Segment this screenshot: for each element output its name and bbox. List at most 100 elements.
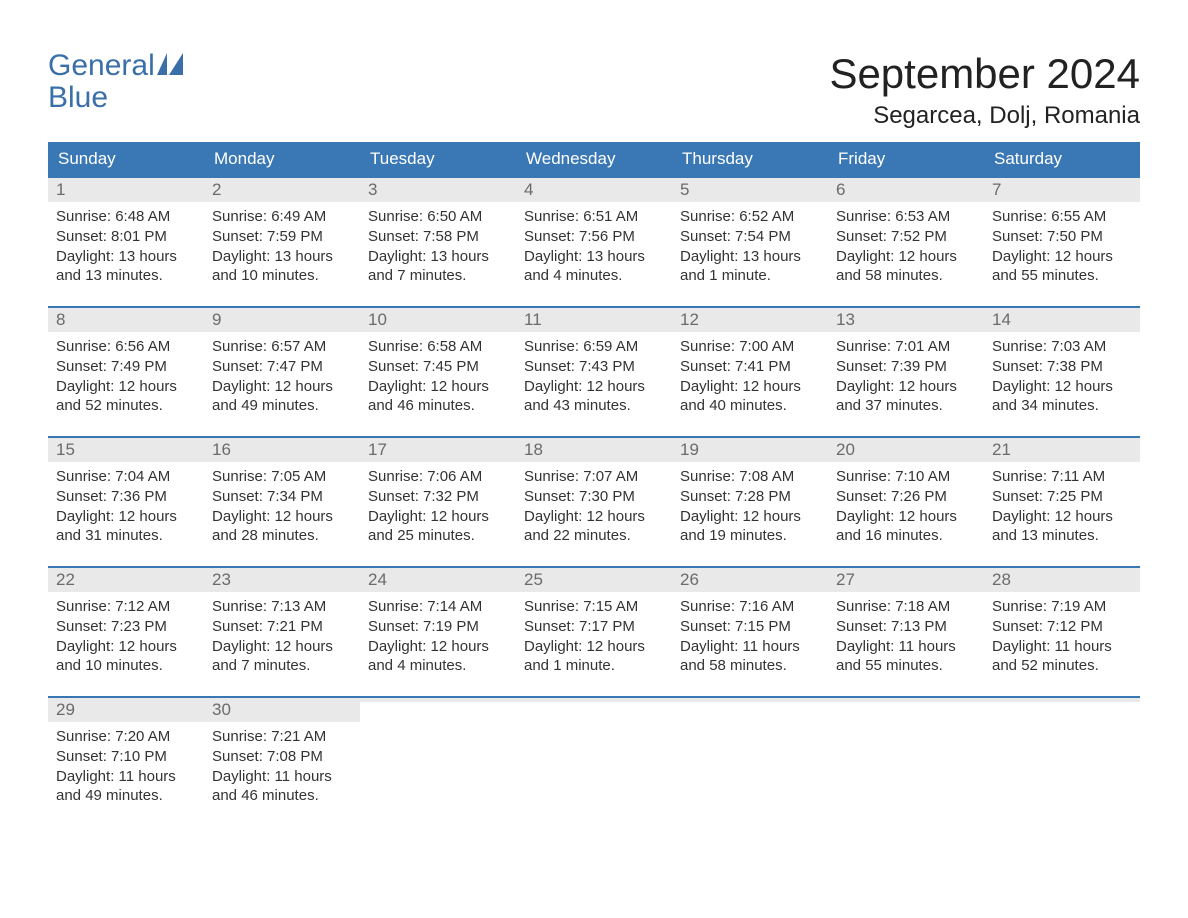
day-cell (672, 698, 828, 816)
day-number: 9 (204, 308, 360, 332)
day-body: Sunrise: 6:50 AMSunset: 7:58 PMDaylight:… (360, 202, 516, 292)
brand-line1: General (48, 50, 155, 82)
day-sunrise: Sunrise: 6:59 AM (524, 337, 664, 357)
day-sunset: Sunset: 7:50 PM (992, 227, 1132, 247)
day-body: Sunrise: 6:57 AMSunset: 7:47 PMDaylight:… (204, 332, 360, 422)
day-body: Sunrise: 6:58 AMSunset: 7:45 PMDaylight:… (360, 332, 516, 422)
day-d1: Daylight: 12 hours (56, 637, 196, 657)
day-cell: 26Sunrise: 7:16 AMSunset: 7:15 PMDayligh… (672, 568, 828, 686)
day-number: 25 (516, 568, 672, 592)
day-sunset: Sunset: 7:19 PM (368, 617, 508, 637)
day-sunset: Sunset: 7:56 PM (524, 227, 664, 247)
day-body (360, 702, 516, 713)
day-number: 16 (204, 438, 360, 462)
day-sunrise: Sunrise: 7:07 AM (524, 467, 664, 487)
day-sunrise: Sunrise: 7:15 AM (524, 597, 664, 617)
dow-friday: Friday (828, 142, 984, 176)
day-cell: 20Sunrise: 7:10 AMSunset: 7:26 PMDayligh… (828, 438, 984, 556)
day-number: 28 (984, 568, 1140, 592)
day-number: 26 (672, 568, 828, 592)
day-d2: and 4 minutes. (368, 656, 508, 676)
day-sunrise: Sunrise: 7:20 AM (56, 727, 196, 747)
day-number: 7 (984, 178, 1140, 202)
day-body: Sunrise: 6:51 AMSunset: 7:56 PMDaylight:… (516, 202, 672, 292)
day-cell: 25Sunrise: 7:15 AMSunset: 7:17 PMDayligh… (516, 568, 672, 686)
day-body: Sunrise: 7:11 AMSunset: 7:25 PMDaylight:… (984, 462, 1140, 552)
day-d2: and 13 minutes. (992, 526, 1132, 546)
dow-sunday: Sunday (48, 142, 204, 176)
day-number: 11 (516, 308, 672, 332)
day-d2: and 40 minutes. (680, 396, 820, 416)
day-d2: and 13 minutes. (56, 266, 196, 286)
day-sunrise: Sunrise: 7:04 AM (56, 467, 196, 487)
day-d2: and 7 minutes. (212, 656, 352, 676)
day-d2: and 58 minutes. (836, 266, 976, 286)
day-body: Sunrise: 7:00 AMSunset: 7:41 PMDaylight:… (672, 332, 828, 422)
day-sunrise: Sunrise: 7:16 AM (680, 597, 820, 617)
day-cell: 14Sunrise: 7:03 AMSunset: 7:38 PMDayligh… (984, 308, 1140, 426)
day-body: Sunrise: 7:14 AMSunset: 7:19 PMDaylight:… (360, 592, 516, 682)
day-body: Sunrise: 7:13 AMSunset: 7:21 PMDaylight:… (204, 592, 360, 682)
day-body: Sunrise: 7:08 AMSunset: 7:28 PMDaylight:… (672, 462, 828, 552)
day-sunset: Sunset: 7:49 PM (56, 357, 196, 377)
day-number: 3 (360, 178, 516, 202)
day-body: Sunrise: 7:19 AMSunset: 7:12 PMDaylight:… (984, 592, 1140, 682)
day-cell: 19Sunrise: 7:08 AMSunset: 7:28 PMDayligh… (672, 438, 828, 556)
day-d2: and 34 minutes. (992, 396, 1132, 416)
day-d1: Daylight: 12 hours (680, 377, 820, 397)
day-d1: Daylight: 13 hours (524, 247, 664, 267)
day-sunset: Sunset: 7:38 PM (992, 357, 1132, 377)
day-cell: 6Sunrise: 6:53 AMSunset: 7:52 PMDaylight… (828, 178, 984, 296)
day-sunset: Sunset: 7:47 PM (212, 357, 352, 377)
day-body: Sunrise: 6:55 AMSunset: 7:50 PMDaylight:… (984, 202, 1140, 292)
day-d2: and 52 minutes. (56, 396, 196, 416)
day-sunset: Sunset: 7:54 PM (680, 227, 820, 247)
day-sunrise: Sunrise: 7:05 AM (212, 467, 352, 487)
day-body: Sunrise: 7:21 AMSunset: 7:08 PMDaylight:… (204, 722, 360, 812)
day-number: 10 (360, 308, 516, 332)
day-d1: Daylight: 13 hours (212, 247, 352, 267)
day-d2: and 25 minutes. (368, 526, 508, 546)
day-d2: and 10 minutes. (56, 656, 196, 676)
day-d1: Daylight: 12 hours (368, 507, 508, 527)
day-sunrise: Sunrise: 7:00 AM (680, 337, 820, 357)
day-sunset: Sunset: 7:34 PM (212, 487, 352, 507)
day-sunset: Sunset: 7:45 PM (368, 357, 508, 377)
day-cell (516, 698, 672, 816)
day-number: 8 (48, 308, 204, 332)
day-body (984, 702, 1140, 713)
day-d2: and 16 minutes. (836, 526, 976, 546)
day-sunrise: Sunrise: 6:53 AM (836, 207, 976, 227)
day-d2: and 10 minutes. (212, 266, 352, 286)
day-sunrise: Sunrise: 7:12 AM (56, 597, 196, 617)
day-d1: Daylight: 12 hours (992, 507, 1132, 527)
day-body: Sunrise: 7:15 AMSunset: 7:17 PMDaylight:… (516, 592, 672, 682)
day-sunset: Sunset: 7:43 PM (524, 357, 664, 377)
dow-monday: Monday (204, 142, 360, 176)
header: General Blue September 2024 Segarcea, Do… (48, 50, 1140, 130)
day-cell: 22Sunrise: 7:12 AMSunset: 7:23 PMDayligh… (48, 568, 204, 686)
day-number: 20 (828, 438, 984, 462)
day-d2: and 55 minutes. (836, 656, 976, 676)
day-d2: and 22 minutes. (524, 526, 664, 546)
brand-logo: General Blue (48, 50, 197, 113)
day-sunset: Sunset: 7:12 PM (992, 617, 1132, 637)
day-cell: 13Sunrise: 7:01 AMSunset: 7:39 PMDayligh… (828, 308, 984, 426)
day-sunset: Sunset: 7:23 PM (56, 617, 196, 637)
dow-saturday: Saturday (984, 142, 1140, 176)
day-sunrise: Sunrise: 7:08 AM (680, 467, 820, 487)
day-d2: and 7 minutes. (368, 266, 508, 286)
day-sunrise: Sunrise: 7:01 AM (836, 337, 976, 357)
calendar: Sunday Monday Tuesday Wednesday Thursday… (48, 142, 1140, 816)
day-cell: 28Sunrise: 7:19 AMSunset: 7:12 PMDayligh… (984, 568, 1140, 686)
day-d1: Daylight: 12 hours (368, 377, 508, 397)
day-cell: 21Sunrise: 7:11 AMSunset: 7:25 PMDayligh… (984, 438, 1140, 556)
day-number: 1 (48, 178, 204, 202)
day-sunset: Sunset: 7:36 PM (56, 487, 196, 507)
day-number: 19 (672, 438, 828, 462)
day-body: Sunrise: 6:59 AMSunset: 7:43 PMDaylight:… (516, 332, 672, 422)
day-sunset: Sunset: 7:30 PM (524, 487, 664, 507)
day-body: Sunrise: 7:07 AMSunset: 7:30 PMDaylight:… (516, 462, 672, 552)
day-sunrise: Sunrise: 7:10 AM (836, 467, 976, 487)
day-sunset: Sunset: 8:01 PM (56, 227, 196, 247)
